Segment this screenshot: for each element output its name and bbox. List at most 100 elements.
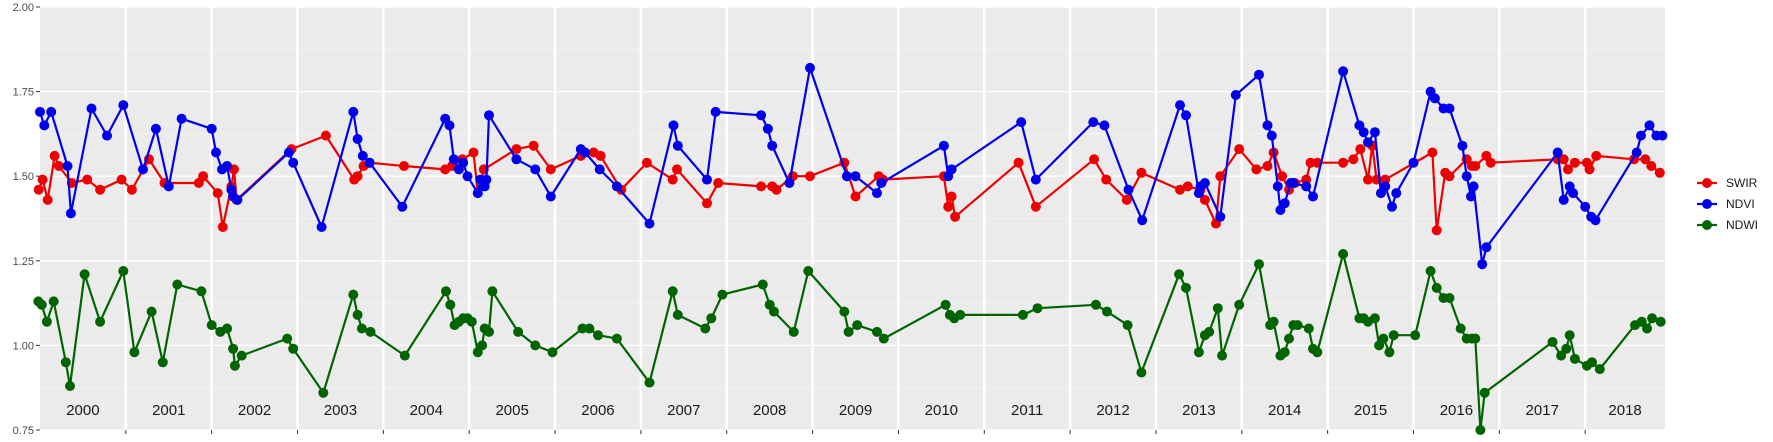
swir-point (1355, 144, 1366, 155)
ndvi-point (1030, 174, 1041, 185)
swir-point (116, 174, 127, 185)
swir-point (1234, 144, 1245, 155)
ndwi-point (1647, 313, 1658, 324)
swir-point (1030, 201, 1041, 212)
year-label: 2000 (66, 402, 99, 419)
ndvi-point (1181, 110, 1191, 121)
ndvi-point (672, 140, 683, 151)
ndwi-point (1312, 347, 1323, 358)
ndwi-point (1475, 425, 1486, 435)
ndwi-point (1410, 330, 1421, 341)
swir-point (1348, 154, 1359, 165)
ndwi-point (1561, 343, 1572, 354)
ndwi-point (839, 306, 850, 317)
ndvi-point (1558, 194, 1569, 205)
ndwi-point (852, 320, 863, 331)
ndvi-point (1123, 184, 1134, 195)
ndvi-point (348, 106, 359, 117)
ndvi-point (357, 150, 368, 161)
ndvi-point (35, 106, 45, 117)
ndwi-point (700, 323, 711, 334)
year-labels: 2000 2001 2002 2003 2004 2005 2006 2007 2008 2009… (66, 402, 1642, 419)
swir-point (33, 184, 44, 195)
year-label: 2005 (495, 402, 528, 419)
swir-point (1199, 194, 1210, 205)
ndwi-point (843, 326, 854, 337)
ndvi-point (150, 123, 161, 134)
swir-point (95, 184, 106, 195)
year-label: 2002 (238, 402, 271, 419)
ndvi-point (1272, 181, 1283, 192)
ndvi-point (1644, 120, 1655, 131)
swir-point (1363, 174, 1373, 185)
ndwi-point (1292, 320, 1303, 331)
ndwi-point (356, 323, 367, 334)
ndwi-point (872, 326, 882, 337)
ndvi-point (702, 174, 712, 185)
ndwi-point (1444, 293, 1455, 303)
year-label: 2011 (1011, 402, 1043, 419)
swir-point (1427, 147, 1438, 158)
ndwi-point (1181, 282, 1191, 293)
legend-key-point (1702, 178, 1712, 188)
ndwi-point (228, 343, 239, 354)
swir-point (756, 181, 767, 192)
swir-point (126, 184, 137, 195)
ndvi-point (176, 113, 187, 124)
ndvi-point (1279, 198, 1290, 209)
ndwi-point (1594, 364, 1605, 375)
swir-point (1251, 164, 1262, 175)
ndvi-point (1288, 178, 1299, 188)
ndvi-point (1580, 201, 1591, 212)
ndwi-point (348, 289, 359, 300)
ndvi-point (316, 222, 327, 232)
y-tick-label: 1.25 (13, 256, 34, 268)
ndvi-point (1552, 147, 1563, 158)
year-label: 2003 (324, 402, 357, 419)
swir-point (468, 147, 479, 158)
grid (40, 6, 1665, 431)
ndwi-point (41, 316, 52, 327)
ndwi-point (1174, 269, 1185, 280)
ndwi-point (1642, 323, 1652, 334)
ndvi-point (102, 130, 112, 141)
ndvi-point (784, 178, 795, 188)
swir-point (49, 150, 60, 161)
ndvi-point (1380, 181, 1391, 192)
ndvi-point (1230, 90, 1241, 100)
swir-point (943, 201, 954, 212)
swir-point (320, 130, 331, 141)
swir-point (1444, 171, 1455, 182)
year-label: 2007 (667, 402, 700, 419)
ndvi-point (232, 194, 243, 205)
ndvi-point (481, 174, 492, 185)
swir-point (399, 161, 409, 171)
ndvi-point (458, 157, 469, 168)
swir-point (1182, 181, 1193, 192)
swir-point (1431, 225, 1442, 236)
ndvi-point (472, 188, 483, 199)
ndwi-point (365, 326, 376, 337)
ndwi-point (1587, 357, 1597, 368)
ndwi-point (157, 357, 168, 368)
ndvi-point (1358, 127, 1369, 138)
ndvi-point (397, 201, 408, 212)
ndvi-point (1477, 259, 1488, 270)
legend-label: SWIR (1726, 176, 1758, 190)
ndvi-point (1590, 215, 1601, 226)
swir-point (1277, 171, 1288, 182)
ndvi-point (1631, 147, 1642, 158)
ndvi-point (484, 110, 494, 121)
ndwi-point (1136, 367, 1147, 378)
ndvi-point (594, 164, 605, 175)
ndvi-point (946, 164, 957, 175)
year-label: 2017 (1526, 402, 1559, 419)
ndvi-point (138, 164, 148, 175)
ndvi-point (545, 191, 556, 202)
ndwi-point (129, 347, 140, 358)
ndvi-point (283, 147, 294, 158)
ndwi-point (1431, 282, 1442, 293)
swir-point (352, 171, 363, 182)
year-label: 2015 (1354, 402, 1387, 419)
ndvi-point (1175, 100, 1185, 111)
